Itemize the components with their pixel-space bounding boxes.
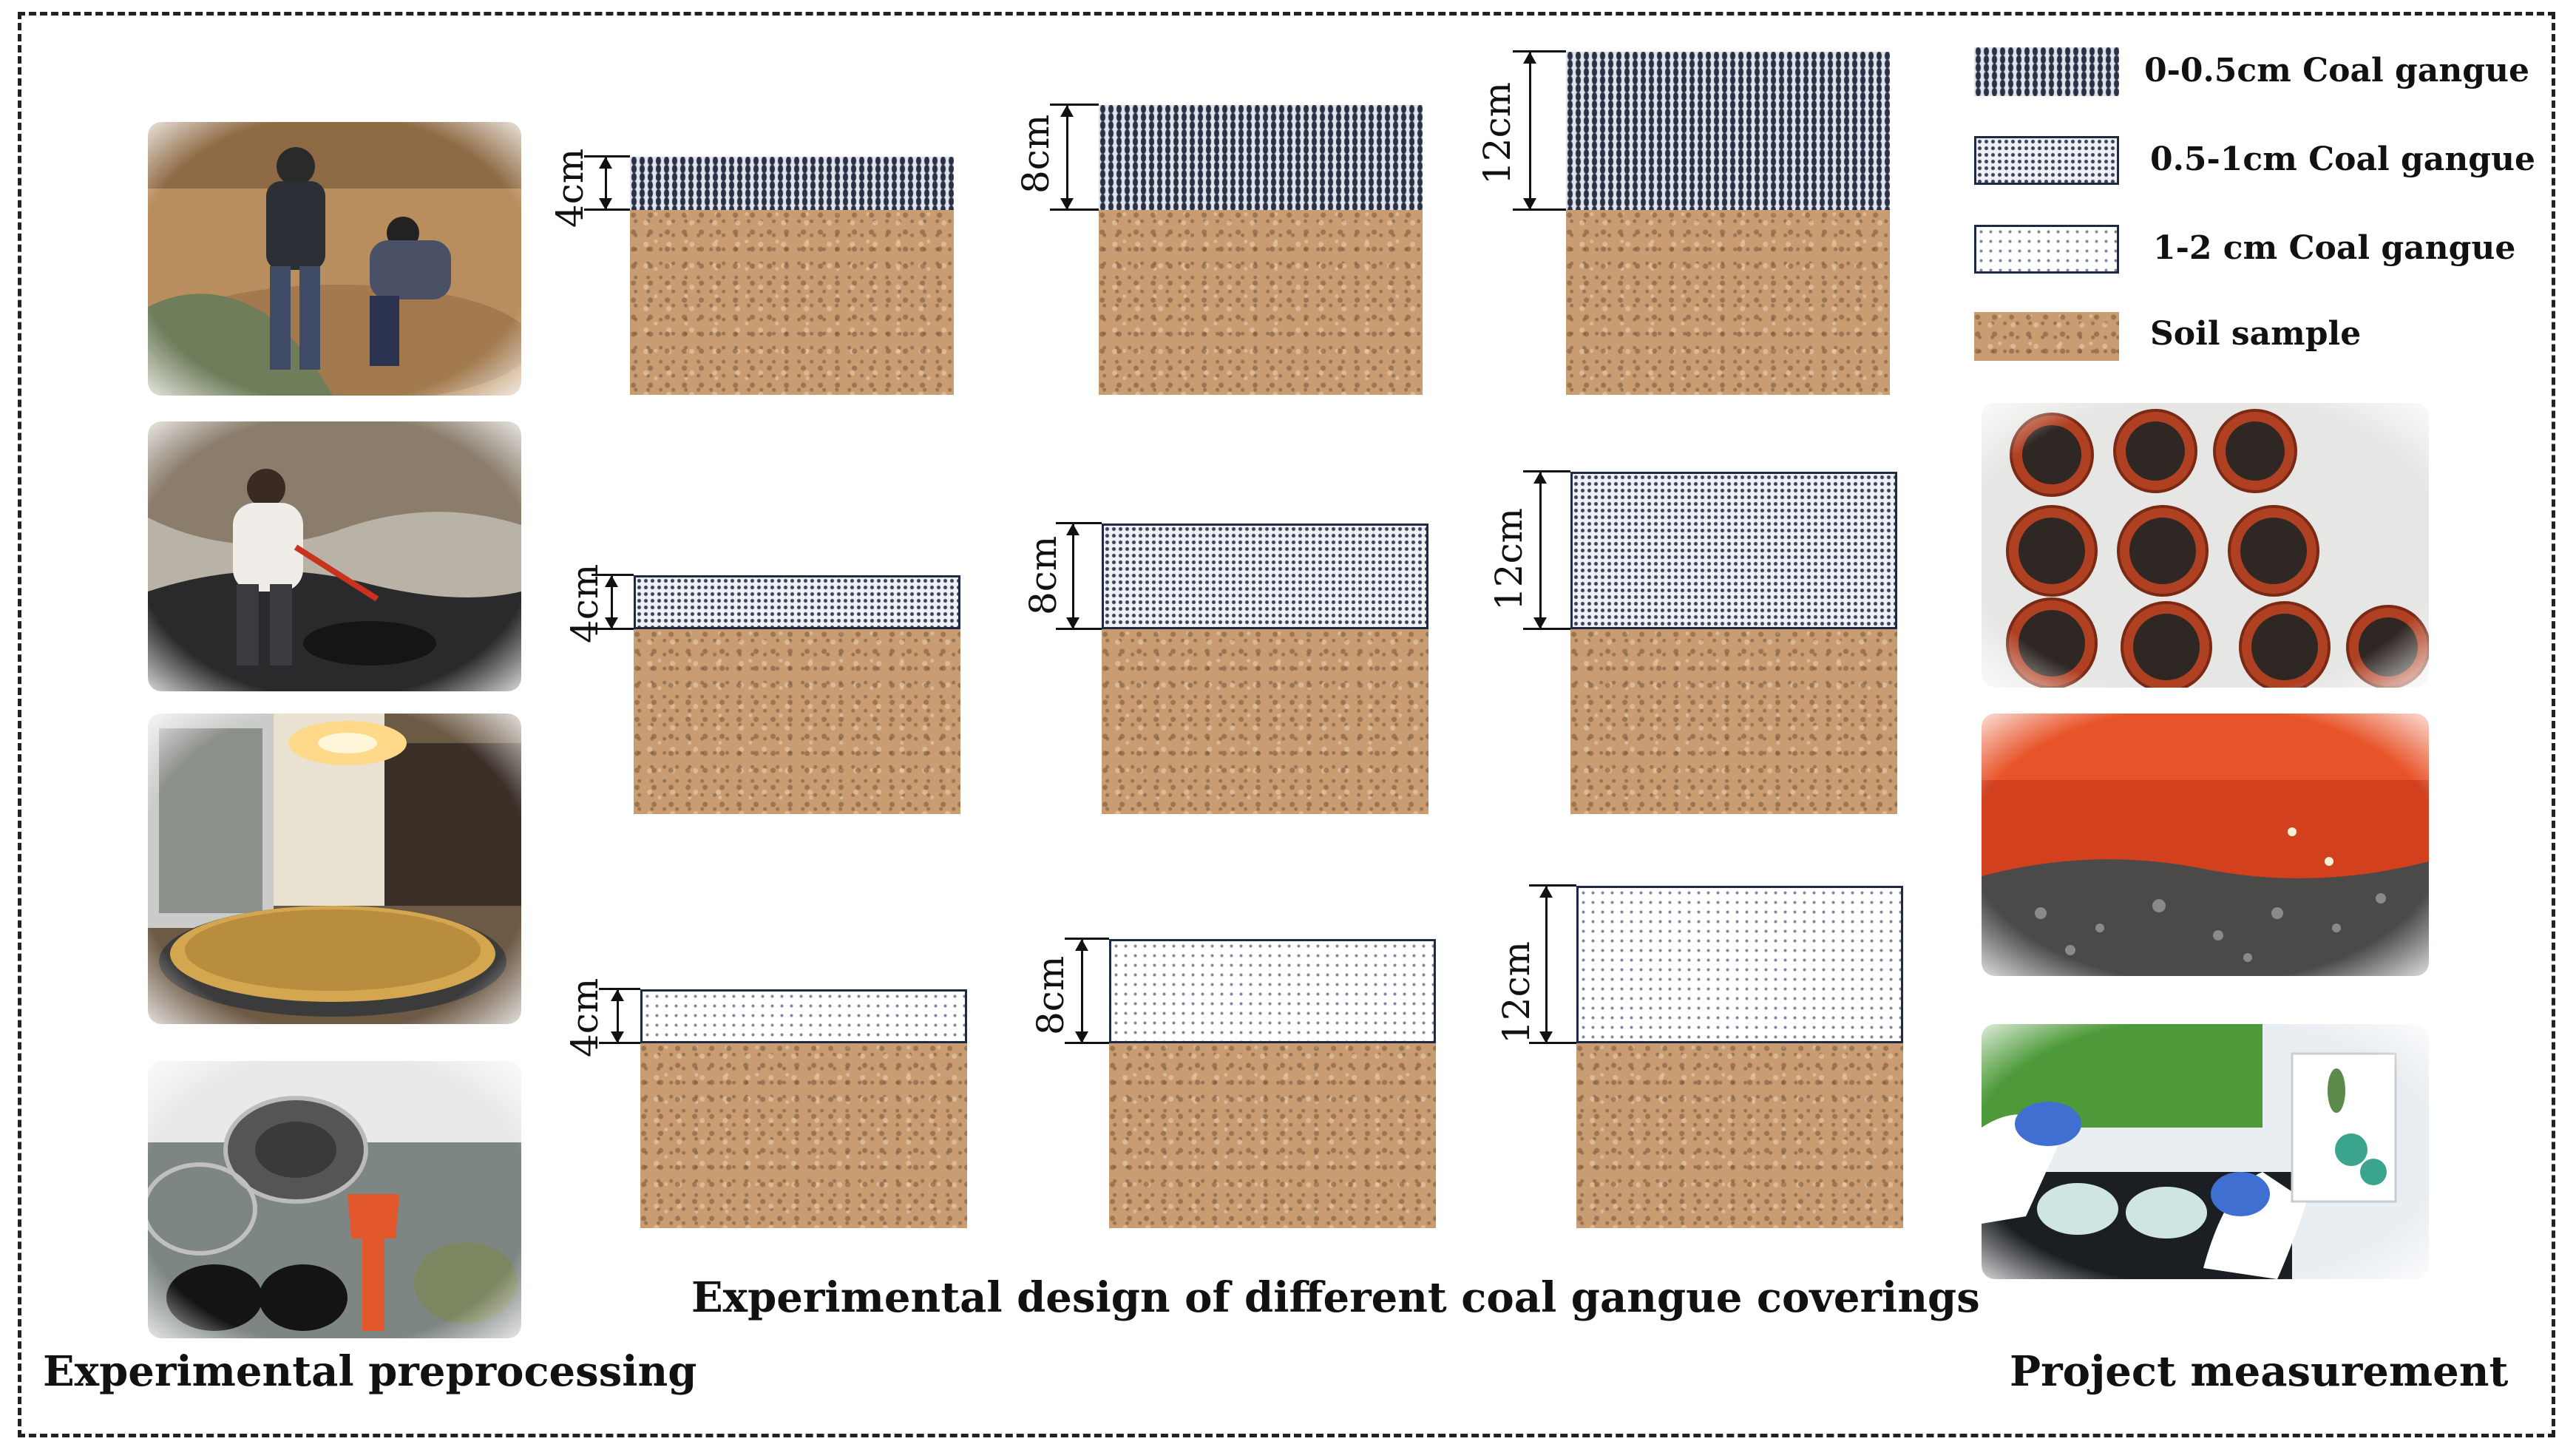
gangue-layer-row3-col2 bbox=[1109, 939, 1436, 1043]
dim-arrow-down bbox=[1523, 198, 1536, 210]
dim-line bbox=[617, 989, 619, 1043]
dim-arrow-down bbox=[1075, 1031, 1088, 1043]
thickness-label-row1-col2: 8cm bbox=[1014, 114, 1057, 194]
soil-block-row2-col3 bbox=[1570, 629, 1897, 814]
dim-arrow-up bbox=[1533, 472, 1547, 484]
dim-tick-top bbox=[599, 988, 640, 990]
soil-block-row2-col2 bbox=[1102, 629, 1428, 814]
dim-arrow-up bbox=[605, 575, 618, 587]
legend-swatch-coarse-gangue bbox=[1974, 225, 2119, 274]
thickness-label-row3-col2: 8cm bbox=[1029, 955, 1072, 1035]
dim-arrow-up bbox=[611, 989, 624, 1001]
sieving-photo bbox=[148, 1061, 521, 1338]
legend-label-medium-gangue: 0.5-1cm Coal gangue bbox=[2150, 140, 2536, 178]
thickness-label-row3-col1: 4cm bbox=[563, 977, 606, 1057]
thickness-label-row2-col1: 4cm bbox=[563, 563, 606, 643]
dim-line bbox=[605, 157, 607, 210]
dim-tick-top bbox=[1050, 104, 1099, 106]
design-caption: Experimental design of different coal ga… bbox=[691, 1273, 1980, 1322]
dim-arrow-up bbox=[1066, 523, 1079, 535]
dashed-frame bbox=[18, 12, 2555, 1437]
dim-tick-bottom bbox=[1523, 628, 1570, 630]
legend-swatch-medium-gangue bbox=[1974, 136, 2119, 185]
dim-tick-top bbox=[1529, 884, 1576, 887]
field-sampling-photo bbox=[148, 122, 521, 396]
dim-arrow-up bbox=[1075, 939, 1088, 951]
soil-block-row3-col3 bbox=[1576, 1043, 1903, 1228]
soil-block-row3-col1 bbox=[640, 1043, 967, 1228]
soil-block-row2-col1 bbox=[634, 629, 960, 814]
dim-arrow-down bbox=[1066, 617, 1079, 629]
dim-tick-bottom bbox=[1050, 209, 1099, 211]
dim-line bbox=[1539, 472, 1542, 629]
dim-tick-top bbox=[584, 155, 630, 157]
gangue-layer-row1-col2 bbox=[1099, 105, 1423, 210]
dim-tick-top bbox=[1513, 50, 1566, 52]
dim-arrow-down bbox=[1539, 1031, 1553, 1043]
gangue-layer-row3-col1 bbox=[640, 989, 967, 1043]
legend-label-fine-gangue: 0-0.5cm Coal gangue bbox=[2144, 52, 2530, 89]
legend-label-soil: Soil sample bbox=[2150, 315, 2362, 353]
soil-block-row1-col3 bbox=[1566, 210, 1890, 395]
dim-arrow-down bbox=[1533, 617, 1547, 629]
legend-swatch-soil bbox=[1974, 312, 2119, 361]
dim-tick-bottom bbox=[1529, 1042, 1576, 1044]
dim-tick-top bbox=[1056, 522, 1102, 524]
dim-arrow-up bbox=[1539, 886, 1553, 898]
thickness-label-row3-col3: 12cm bbox=[1495, 941, 1538, 1044]
dim-line bbox=[1545, 886, 1548, 1043]
gangue-layer-row3-col3 bbox=[1576, 886, 1903, 1043]
thickness-label-row1-col3: 12cm bbox=[1476, 81, 1519, 185]
dim-arrow-up bbox=[1060, 105, 1074, 117]
dim-line bbox=[1066, 105, 1068, 210]
gangue-layer-row2-col2 bbox=[1102, 523, 1428, 629]
thickness-label-row2-col2: 8cm bbox=[1022, 535, 1065, 615]
dim-line bbox=[1072, 523, 1074, 629]
dim-line bbox=[611, 575, 613, 629]
legend-swatch-fine-gangue bbox=[1974, 47, 2119, 96]
potted-samples-photo bbox=[1982, 403, 2429, 688]
dim-tick-bottom bbox=[1513, 209, 1566, 211]
right-caption: Project measurement bbox=[2010, 1347, 2509, 1396]
dim-tick-top bbox=[1523, 470, 1570, 472]
germination-closeup-photo bbox=[1982, 714, 2429, 976]
legend-label-coarse-gangue: 1-2 cm Coal gangue bbox=[2153, 229, 2516, 267]
gangue-layer-row1-col1 bbox=[630, 157, 954, 210]
dim-arrow-up bbox=[1523, 52, 1536, 64]
air-drying-photo bbox=[148, 714, 521, 1024]
thickness-label-row2-col3: 12cm bbox=[1488, 507, 1531, 611]
gangue-collection-photo bbox=[148, 421, 521, 691]
dim-line bbox=[1529, 52, 1531, 210]
soil-block-row3-col2 bbox=[1109, 1043, 1436, 1228]
dim-line bbox=[1081, 939, 1083, 1043]
soil-block-row1-col2 bbox=[1099, 210, 1423, 395]
plant-measurement-photo bbox=[1982, 1024, 2429, 1279]
dim-arrow-down bbox=[605, 617, 618, 629]
dim-arrow-down bbox=[1060, 198, 1074, 210]
dim-tick-top bbox=[1065, 938, 1109, 940]
gangue-layer-row1-col3 bbox=[1566, 52, 1890, 210]
gangue-layer-row2-col3 bbox=[1570, 472, 1897, 629]
soil-block-row1-col1 bbox=[630, 210, 954, 395]
gangue-layer-row2-col1 bbox=[634, 575, 960, 629]
dim-arrow-down bbox=[599, 198, 612, 210]
thickness-label-row1-col1: 4cm bbox=[549, 148, 592, 228]
dim-arrow-down bbox=[611, 1031, 624, 1043]
dim-tick-top bbox=[592, 574, 634, 576]
dim-arrow-up bbox=[599, 157, 612, 169]
left-caption: Experimental preprocessing bbox=[43, 1347, 697, 1396]
